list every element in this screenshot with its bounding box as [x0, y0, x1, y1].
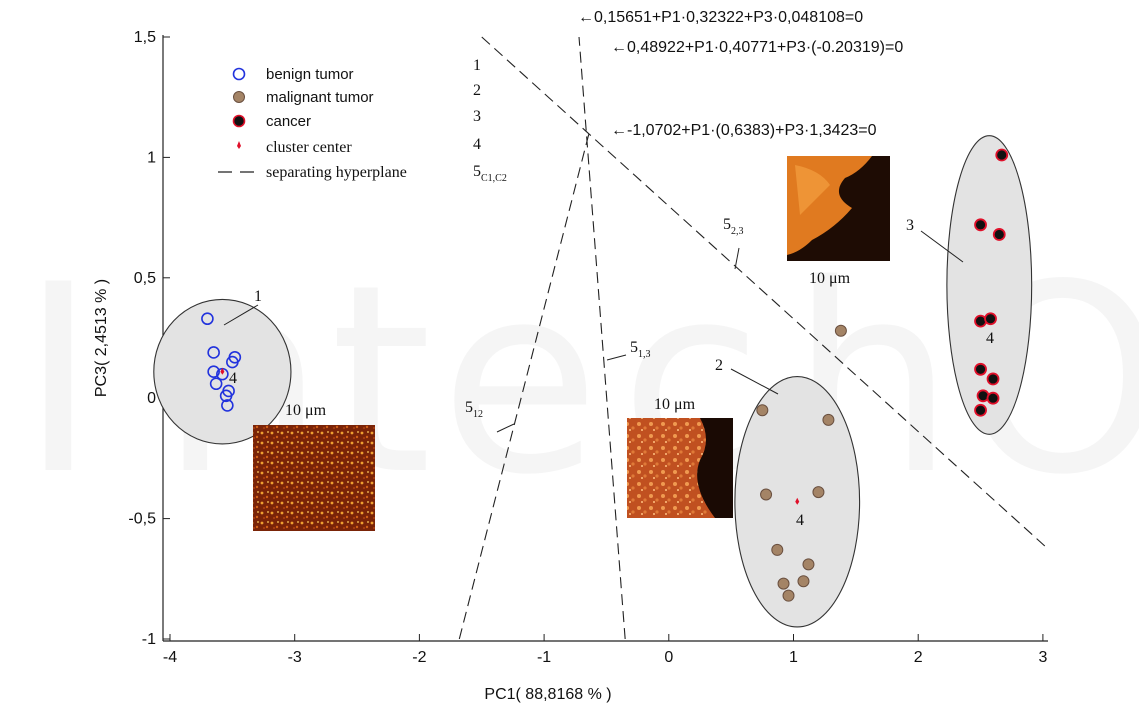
- equation-annotations: ←0,15651+P1·0,32322+P3·0,048108=0 ←0,489…: [578, 9, 903, 139]
- legend-marker-cancer: [232, 114, 246, 128]
- hyperplane-label-23: 52,3: [723, 216, 744, 237]
- x-tick-label: 2: [914, 649, 923, 666]
- malignant-tumor-point: [760, 488, 773, 501]
- x-tick-label: 3: [1038, 649, 1047, 666]
- data-points: [201, 148, 1009, 602]
- y-tick-label: 1: [147, 149, 156, 166]
- y-tick-label: 1,5: [134, 29, 156, 46]
- legend-label-hyperplane: separating hyperplane: [266, 164, 407, 181]
- y-axis-title: PC3( 2,4513 % ): [93, 279, 110, 397]
- cancer-point: [974, 362, 987, 376]
- cluster-center-label-1: 4: [229, 370, 237, 387]
- cluster-center-point: [795, 497, 800, 505]
- hyperplane-line-2,3: [481, 36, 1050, 551]
- hyperplane-line-1,3: [578, 36, 626, 640]
- cluster-leaders: [223, 230, 964, 433]
- legend-num-2: 2: [473, 82, 481, 99]
- legend-marker-malignant: [233, 91, 245, 103]
- legend-label-benign: benign tumor: [266, 66, 354, 83]
- benign-tumor-point: [207, 346, 220, 359]
- y-tick-label: -0,5: [128, 511, 156, 528]
- legend-label-cancer: cancer: [266, 113, 311, 130]
- equation-5-12: ←-1,0702+P1·(0,6383)+P3·1,3423=0: [611, 122, 877, 139]
- benign-tumor-point: [201, 312, 214, 326]
- malignant-tumor-point: [777, 577, 790, 590]
- cluster-center-label-2: 4: [796, 512, 804, 529]
- equation-5-23: ←0,48922+P1·0,40771+P3·(-0.20319)=0: [611, 39, 903, 56]
- malignant-tumor-point: [797, 575, 810, 588]
- x-tick-label: -3: [288, 649, 302, 666]
- cluster-center-label-3: 4: [986, 330, 994, 347]
- legend-marker-benign: [232, 67, 246, 81]
- cancer-point: [992, 228, 1006, 241]
- benign-tumor-point: [209, 377, 223, 391]
- benign-tumor-point: [221, 399, 234, 412]
- hyperplane-label-12: 512: [465, 399, 483, 420]
- svg-text:I: I: [20, 230, 97, 532]
- legend-label-cluster-center: cluster center: [266, 139, 352, 156]
- x-ticks: -4 -3 -2 -1 0 1 2 3: [163, 634, 1047, 666]
- cluster-label-3: 3: [906, 217, 914, 234]
- cancer-point: [995, 148, 1009, 162]
- legend: benign tumor 1 malignant tumor 2 cancer …: [218, 57, 507, 184]
- x-tick-label: -4: [163, 649, 177, 666]
- hyperplane-line-12: [458, 133, 590, 640]
- micrograph-benign: [253, 425, 375, 531]
- cluster-labels: 1 2 3 4 4 4: [229, 217, 994, 529]
- cluster-label-2: 2: [715, 357, 723, 374]
- micrograph-malignant: [627, 418, 733, 518]
- caption-cancer-image: 10 μm: [809, 270, 851, 287]
- legend-num-3: 3: [473, 108, 481, 125]
- malignant-tumor-point: [812, 486, 825, 499]
- x-tick-label: 1: [789, 649, 798, 666]
- cancer-point: [986, 391, 1000, 405]
- malignant-tumor-point: [822, 413, 835, 426]
- malignant-tumor-point: [771, 543, 784, 556]
- hyperplane-labels: 512 51,3 52,3: [465, 216, 744, 420]
- x-tick-label: 0: [664, 649, 673, 666]
- benign-tumor-point: [219, 389, 233, 403]
- image-captions: 10 μm 10 μm 10 μm: [285, 270, 851, 419]
- hyperplane-label-13: 51,3: [630, 339, 651, 360]
- y-tick-label: 0: [147, 390, 156, 407]
- legend-marker-cluster-center: [237, 141, 241, 149]
- cluster-center-point: [220, 367, 225, 375]
- cancer-point: [986, 372, 1000, 386]
- malignant-tumor-point: [802, 558, 815, 571]
- cluster-ellipse-3: [946, 135, 1033, 435]
- cancer-point: [974, 218, 987, 232]
- malignant-tumor-point: [756, 404, 769, 417]
- benign-tumor-point: [226, 355, 239, 369]
- y-ticks: -1 -0,5 0 0,5 1 1,5: [128, 29, 170, 648]
- equation-5-13: ←0,15651+P1·0,32322+P3·0,048108=0: [578, 9, 863, 26]
- legend-num-5: 5C1,C2: [473, 163, 507, 184]
- benign-tumor-point: [207, 365, 220, 379]
- cancer-point: [974, 403, 987, 417]
- legend-label-malignant: malignant tumor: [266, 89, 374, 106]
- cancer-point: [984, 312, 997, 326]
- hyperplanes: [458, 36, 1050, 640]
- y-tick-label: -1: [142, 631, 156, 648]
- malignant-tumor-point: [834, 324, 847, 337]
- x-tick-label: -1: [537, 649, 551, 666]
- cluster-label-1: 1: [254, 288, 262, 305]
- micrograph-images: [253, 156, 890, 531]
- caption-benign-image: 10 μm: [285, 402, 327, 419]
- x-axis-title: PC1( 88,8168 % ): [484, 686, 611, 703]
- svg-text:e: e: [440, 230, 600, 532]
- legend-num-1: 1: [473, 57, 481, 74]
- micrograph-cancer: [787, 156, 890, 261]
- x-tick-label: -2: [412, 649, 426, 666]
- malignant-tumor-point: [782, 589, 795, 602]
- caption-malignant-image: 10 μm: [654, 396, 696, 413]
- y-tick-label: 0,5: [134, 270, 156, 287]
- legend-num-4: 4: [473, 136, 481, 153]
